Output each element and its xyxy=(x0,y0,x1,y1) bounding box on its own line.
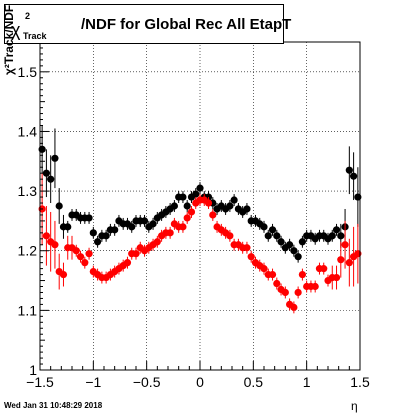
data-point xyxy=(111,226,119,234)
data-point xyxy=(42,169,51,177)
x-axis-label: η xyxy=(351,399,358,413)
data-point xyxy=(64,223,72,231)
data-point xyxy=(94,238,102,246)
data-point xyxy=(47,175,55,183)
data-point xyxy=(264,232,272,240)
data-point xyxy=(273,279,281,288)
data-point xyxy=(209,211,217,219)
data-point xyxy=(281,288,289,297)
data-point xyxy=(226,232,234,240)
data-point xyxy=(260,265,268,273)
data-point xyxy=(290,247,298,255)
data-point xyxy=(298,238,306,246)
x-tick-label: 1.5 xyxy=(350,374,370,390)
data-point xyxy=(196,184,204,192)
data-point xyxy=(149,220,157,228)
data-point xyxy=(273,232,281,240)
data-point xyxy=(59,270,68,279)
data-point xyxy=(294,288,302,297)
data-point xyxy=(192,190,200,198)
data-point xyxy=(243,244,251,252)
y-tick-label: 1.5 xyxy=(18,64,38,80)
y-tick-label: 1.3 xyxy=(18,183,38,199)
series-2 xyxy=(38,173,362,314)
data-point xyxy=(89,229,97,237)
data-point xyxy=(72,247,80,255)
data-point xyxy=(337,256,345,264)
x-tick-label: 1 xyxy=(303,374,311,390)
data-point xyxy=(132,250,140,258)
x-tick-label: 0 xyxy=(196,374,204,390)
data-point xyxy=(42,232,51,240)
data-point xyxy=(51,154,59,162)
data-point xyxy=(247,253,255,261)
data-point xyxy=(81,259,89,267)
data-point xyxy=(345,259,353,267)
data-point xyxy=(166,229,174,237)
title-box: χ 2 Track /NDF for Global Rec All EtapT xyxy=(4,4,291,44)
x-tick-label: 0.5 xyxy=(244,374,264,390)
data-point xyxy=(337,232,345,240)
title-subscript: Track xyxy=(23,31,47,41)
data-point xyxy=(55,202,63,210)
data-point xyxy=(277,238,285,246)
data-point xyxy=(350,172,358,180)
data-point xyxy=(76,253,85,261)
title-symbol: χ xyxy=(11,20,21,40)
y-tick-label: 1 xyxy=(29,362,37,378)
data-point xyxy=(243,205,251,213)
data-point xyxy=(328,232,336,240)
data-point xyxy=(85,214,93,222)
data-point xyxy=(170,202,178,210)
data-point xyxy=(128,223,136,231)
title-superscript: 2 xyxy=(25,11,31,21)
data-point xyxy=(260,223,268,231)
data-point xyxy=(187,208,196,216)
data-point xyxy=(153,238,161,246)
data-point xyxy=(179,193,187,201)
data-point xyxy=(341,241,349,249)
data-point xyxy=(123,259,132,267)
data-point xyxy=(290,303,298,311)
data-point xyxy=(345,166,353,174)
data-point xyxy=(179,223,187,231)
y-tick-label: 1.2 xyxy=(18,243,38,259)
data-point xyxy=(204,199,213,207)
y-tick-label: 1.1 xyxy=(18,302,38,318)
chart-title: /NDF for Global Rec All EtapT xyxy=(81,16,292,33)
data-point xyxy=(268,270,277,279)
y-axis-label: χ²Track/NDF xyxy=(2,4,16,75)
data-point xyxy=(230,196,238,204)
data-point xyxy=(298,270,306,279)
data-point xyxy=(320,265,328,273)
data-point xyxy=(332,226,341,234)
data-point xyxy=(286,241,294,249)
data-point xyxy=(85,250,93,258)
x-tick-label: −1 xyxy=(85,374,101,390)
data-point xyxy=(51,241,59,249)
x-tick-label: −1.5 xyxy=(26,374,54,390)
data-point xyxy=(311,282,319,291)
data-point xyxy=(102,232,110,240)
axis-ticks: −1.5 −1 −0.5 0 0.5 1 1.5 1 1.1 1.2 1.3 1.4 1.5 xyxy=(18,41,370,390)
data-point xyxy=(294,253,302,261)
data-point xyxy=(226,202,234,210)
data-point xyxy=(268,226,277,234)
data-point xyxy=(140,217,149,225)
data-point xyxy=(183,202,191,210)
data-layer xyxy=(38,125,362,314)
timestamp-footer: Wed Jan 31 10:48:29 2018 xyxy=(4,401,103,410)
data-point xyxy=(183,214,191,222)
series-1 xyxy=(38,125,362,263)
x-tick-label: −0.5 xyxy=(133,374,161,390)
data-point xyxy=(332,273,341,282)
y-tick-label: 1.4 xyxy=(18,123,38,139)
